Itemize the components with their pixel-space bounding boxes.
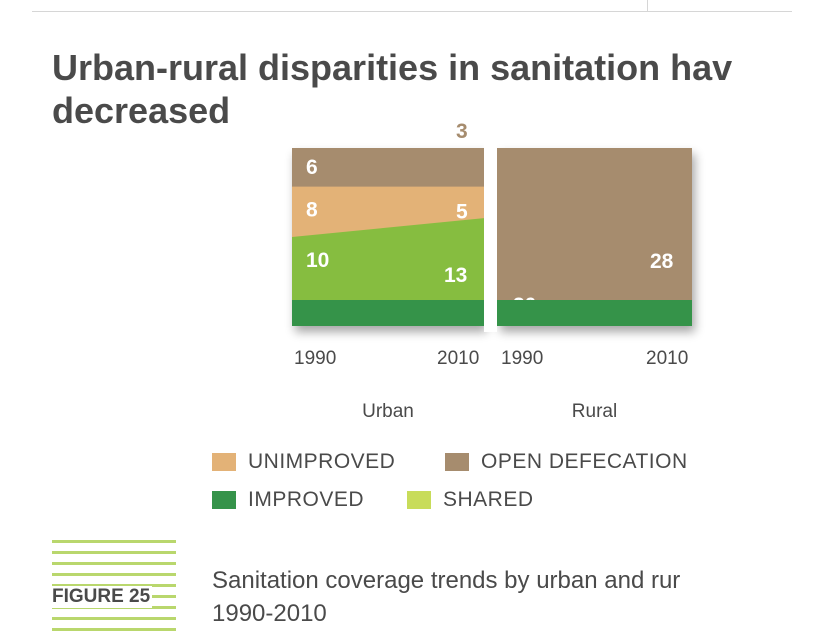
legend-item-unimproved: UNIMPROVED bbox=[212, 449, 395, 475]
legend-label-shared: SHARED bbox=[443, 488, 534, 511]
x-tick-rural-1990: 1990 bbox=[501, 348, 543, 369]
x-tick-urban-2010: 2010 bbox=[437, 348, 479, 369]
data-label-rural-1990-open-defecation: 30 bbox=[513, 294, 536, 317]
legend-swatch-shared bbox=[407, 491, 431, 509]
x-tick-rural-2010: 2010 bbox=[646, 348, 688, 369]
panel-divider bbox=[484, 144, 497, 332]
chart-title: Urban-rural disparities in sanitation ha… bbox=[52, 46, 812, 136]
data-label-urban-2010-unimproved: 5 bbox=[456, 201, 468, 224]
figure-caption-line-1: Sanitation coverage trends by urban and … bbox=[212, 567, 681, 594]
data-label-rural-2010-open-defecation: 28 bbox=[650, 250, 674, 273]
plot-area bbox=[292, 148, 692, 326]
figure-number: FIGURE 25 bbox=[52, 586, 153, 608]
legend-label-open-defecation: OPEN DEFECATION bbox=[481, 450, 688, 473]
data-label-urban-1990-unimproved: 8 bbox=[306, 199, 318, 222]
urban-improved-area bbox=[292, 300, 484, 326]
chart-title-line-2: decreased bbox=[52, 90, 231, 131]
figure-caption: Sanitation coverage trends by urban and … bbox=[212, 564, 792, 636]
urban-shared-area bbox=[292, 218, 484, 300]
data-label-urban-1990-shared: 10 bbox=[306, 249, 329, 272]
legend-item-improved: IMPROVED bbox=[212, 487, 364, 513]
chart-title-line-1: Urban-rural disparities in sanitation ha… bbox=[52, 47, 733, 88]
x-tick-urban-1990: 1990 bbox=[294, 348, 336, 369]
legend-swatch-improved bbox=[212, 491, 236, 509]
rural-open-defecation-area bbox=[497, 148, 692, 326]
legend-item-shared: SHARED bbox=[407, 487, 534, 513]
rural-improved-area bbox=[497, 300, 692, 326]
legend-label-improved: IMPROVED bbox=[248, 488, 365, 511]
legend-item-open-defecation: OPEN DEFECATION bbox=[445, 449, 688, 475]
top-divider-tick bbox=[647, 0, 648, 12]
group-label-rural: Rural bbox=[572, 401, 617, 422]
top-divider-line bbox=[32, 11, 792, 12]
group-label-urban: Urban bbox=[362, 401, 414, 422]
data-label-urban-1990-open-defecation: 6 bbox=[306, 156, 318, 179]
legend-swatch-unimproved bbox=[212, 453, 236, 471]
figure-caption-line-2: 1990-2010 bbox=[212, 600, 327, 627]
legend-label-unimproved: UNIMPROVED bbox=[248, 450, 396, 473]
data-label-urban-2010-shared: 13 bbox=[444, 264, 467, 287]
data-label-urban-2010-open-defecation: 3 bbox=[456, 120, 468, 143]
legend-swatch-open-defecation bbox=[445, 453, 469, 471]
